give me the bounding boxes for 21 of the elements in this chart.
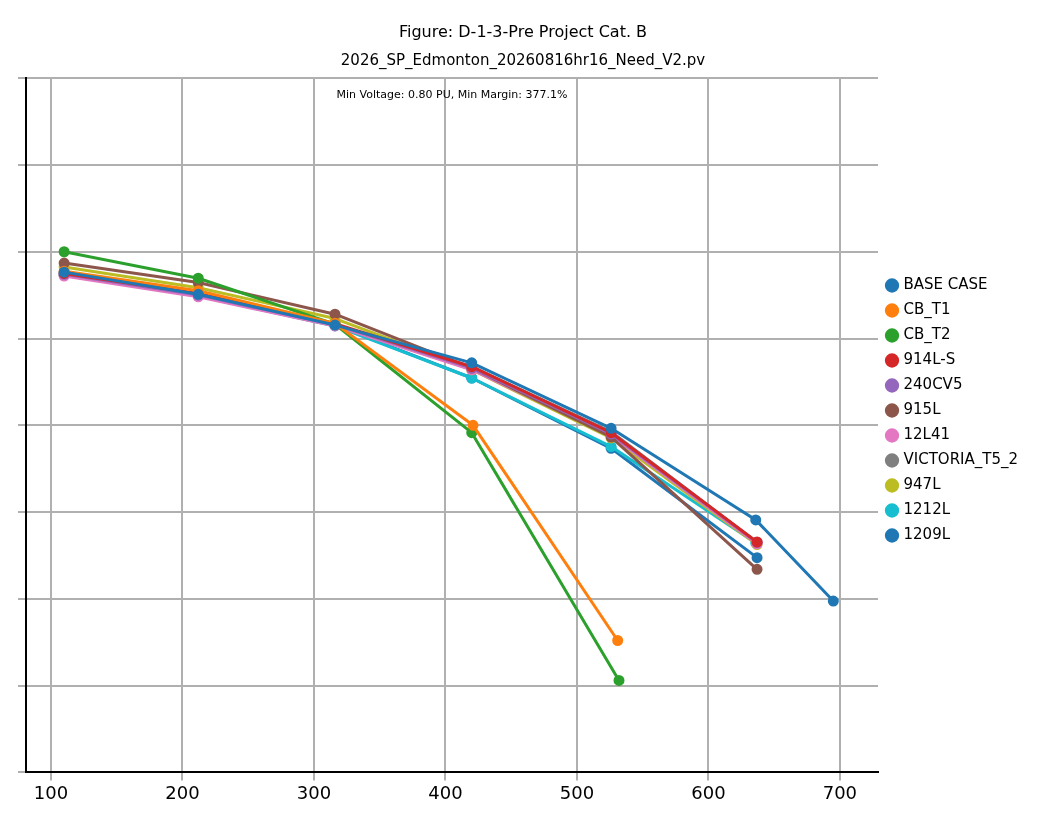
x-tick-label: 700 [822, 781, 858, 803]
legend-label: CB_T1 [903, 300, 951, 320]
legend-label: 240CV5 [903, 375, 963, 394]
x-tick-label: 200 [165, 781, 200, 803]
chart-title: Figure: D-1-3-Pre Project Cat. B [398, 21, 648, 41]
legend-label: CB_T2 [903, 325, 951, 345]
x-tick-label: 400 [428, 781, 463, 803]
x-tick-label: 100 [33, 781, 69, 803]
legend-label: VICTORIA_T5_2 [903, 450, 1019, 470]
legend-label: 915L [903, 400, 942, 419]
legend-label: 914L-S [903, 350, 956, 369]
x-tick-label: 300 [296, 781, 332, 803]
x-tick-label: 500 [559, 781, 595, 803]
legend-label: 1212L [903, 500, 951, 519]
legend-label: 1209L [903, 525, 951, 544]
legend-label: 12L41 [903, 425, 951, 444]
x-tick-label: 600 [691, 781, 726, 803]
legend-label: 947L [903, 475, 942, 494]
chart-subtitle: 2026_SP_Edmonton_20260816hr16_Need_V2.pv [340, 51, 706, 71]
text: Min Voltage: 0.80 PU, Min Margin: 377.1% [336, 88, 568, 102]
legend-label: BASE CASE [903, 275, 988, 294]
